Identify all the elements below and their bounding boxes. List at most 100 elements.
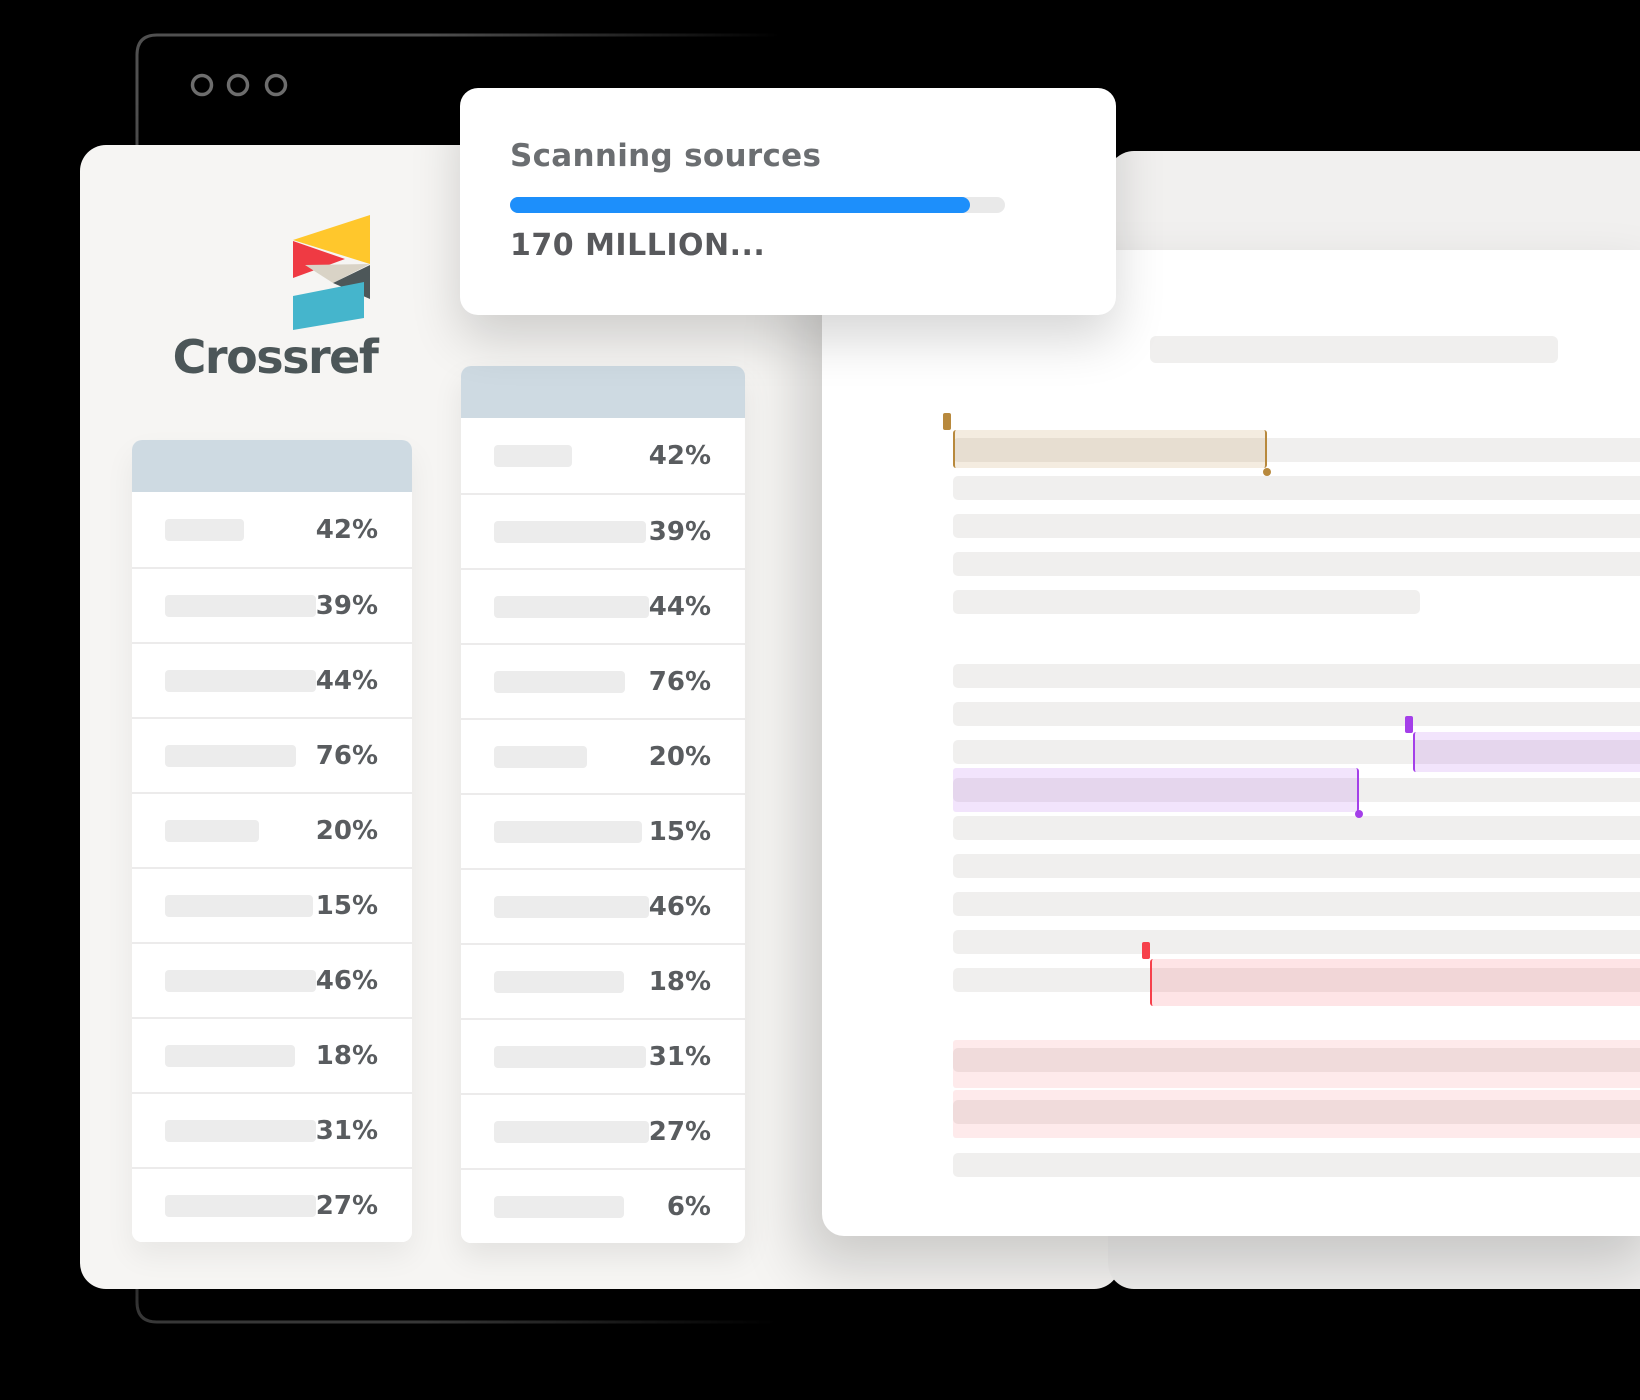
purple-highlight[interactable] <box>1413 732 1640 772</box>
source-row[interactable]: 44% <box>461 568 745 643</box>
match-percentage: 39% <box>648 516 711 547</box>
purple-highlight[interactable] <box>953 768 1359 812</box>
purple-highlight-dot-icon[interactable] <box>1355 810 1363 818</box>
match-percentage: 6% <box>666 1191 711 1222</box>
match-percentage: 46% <box>315 965 378 996</box>
document-text-line <box>953 590 1420 614</box>
source-row[interactable]: 42% <box>461 418 745 493</box>
source-row[interactable]: 20% <box>132 792 412 867</box>
match-percentage: 46% <box>648 891 711 922</box>
source-row[interactable]: 15% <box>132 867 412 942</box>
document-text-line <box>953 1153 1640 1177</box>
source-row[interactable]: 27% <box>461 1093 745 1168</box>
amber-highlight[interactable] <box>953 430 1267 468</box>
crossref-logo-icon <box>293 215 370 330</box>
amber-highlight-handle-icon[interactable] <box>943 413 951 430</box>
red-highlight-handle-icon[interactable] <box>1142 942 1150 959</box>
source-title-placeholder <box>494 1195 624 1218</box>
source-title-placeholder <box>165 594 316 617</box>
source-title-placeholder <box>494 595 649 618</box>
document-text-line <box>953 476 1640 500</box>
scanning-title: Scanning sources <box>510 138 822 174</box>
source-title-placeholder <box>494 745 587 768</box>
match-percentage: 44% <box>648 591 711 622</box>
match-percentage: 42% <box>315 514 378 545</box>
document-text-line <box>953 740 1640 764</box>
source-row[interactable]: 15% <box>461 793 745 868</box>
panel-header <box>461 366 745 418</box>
document-text-line <box>953 438 1640 462</box>
source-row[interactable]: 31% <box>132 1092 412 1167</box>
window-frame-bottom <box>135 1150 780 1324</box>
document-text-line <box>953 778 1640 802</box>
pink-highlight[interactable] <box>953 1090 1640 1138</box>
source-row[interactable]: 39% <box>461 493 745 568</box>
scanning-sources-card: Scanning sources 170 MILLION... <box>460 88 1116 315</box>
match-percentage: 76% <box>315 740 378 771</box>
source-row[interactable]: 31% <box>461 1018 745 1093</box>
match-percentage: 31% <box>648 1041 711 1072</box>
document-text-line <box>953 816 1640 840</box>
document-text-line <box>953 892 1640 916</box>
sources-panel-left: 42% 39% 44% 76% 20% 15% 46% 18% 31% 27% <box>132 440 412 1242</box>
match-percentage: 20% <box>648 741 711 772</box>
match-percentage: 42% <box>648 440 711 471</box>
source-row[interactable]: 6% <box>461 1168 745 1243</box>
document-text-line <box>953 1100 1640 1124</box>
source-row[interactable]: 42% <box>132 492 412 567</box>
crossref-wordmark: Crossref <box>172 330 379 384</box>
source-title-placeholder <box>494 895 649 918</box>
match-percentage: 18% <box>648 966 711 997</box>
source-title-placeholder <box>494 820 642 843</box>
source-row[interactable]: 76% <box>461 643 745 718</box>
amber-highlight-dot-icon[interactable] <box>1263 468 1271 476</box>
document-text-line <box>953 552 1640 576</box>
match-percentage: 27% <box>315 1190 378 1221</box>
source-title-placeholder <box>165 1194 316 1217</box>
source-title-placeholder <box>165 1044 295 1067</box>
source-row[interactable]: 46% <box>132 942 412 1017</box>
red-highlight[interactable] <box>1150 959 1640 1006</box>
source-title-placeholder <box>494 670 625 693</box>
match-percentage: 18% <box>315 1040 378 1071</box>
source-row[interactable]: 27% <box>132 1167 412 1242</box>
purple-highlight-handle-icon[interactable] <box>1405 716 1413 733</box>
document-text-line <box>953 1048 1640 1072</box>
match-percentage: 15% <box>315 890 378 921</box>
pink-highlight[interactable] <box>953 1040 1640 1088</box>
source-row[interactable]: 44% <box>132 642 412 717</box>
source-row[interactable]: 39% <box>132 567 412 642</box>
window-frame-top <box>135 33 780 330</box>
match-percentage: 15% <box>648 816 711 847</box>
window-control-dot[interactable] <box>190 73 214 97</box>
scanned-document <box>822 250 1640 1236</box>
source-row[interactable]: 18% <box>461 943 745 1018</box>
document-text-line <box>953 702 1640 726</box>
source-row[interactable]: 18% <box>132 1017 412 1092</box>
source-row[interactable]: 46% <box>461 868 745 943</box>
document-text-line <box>953 930 1640 954</box>
match-percentage: 20% <box>315 815 378 846</box>
source-title-placeholder <box>165 894 313 917</box>
sources-count-text: 170 MILLION... <box>510 228 766 263</box>
source-title-placeholder <box>165 969 316 992</box>
document-text-line <box>953 854 1640 878</box>
scan-progress-fill <box>510 197 971 213</box>
source-title-placeholder <box>165 669 316 692</box>
source-title-placeholder <box>165 744 296 767</box>
match-percentage: 31% <box>315 1115 378 1146</box>
source-row[interactable]: 76% <box>132 717 412 792</box>
source-row[interactable]: 20% <box>461 718 745 793</box>
match-percentage: 44% <box>315 665 378 696</box>
document-heading-placeholder <box>1150 336 1558 363</box>
scan-progress-bar <box>510 197 1005 213</box>
match-percentage: 76% <box>648 666 711 697</box>
source-title-placeholder <box>494 520 646 543</box>
match-percentage: 39% <box>315 590 378 621</box>
panel-header <box>132 440 412 492</box>
window-control-dot[interactable] <box>264 73 288 97</box>
crossref-logo: Crossref <box>130 200 420 440</box>
window-control-dot[interactable] <box>226 73 250 97</box>
document-text-line <box>953 968 1640 992</box>
